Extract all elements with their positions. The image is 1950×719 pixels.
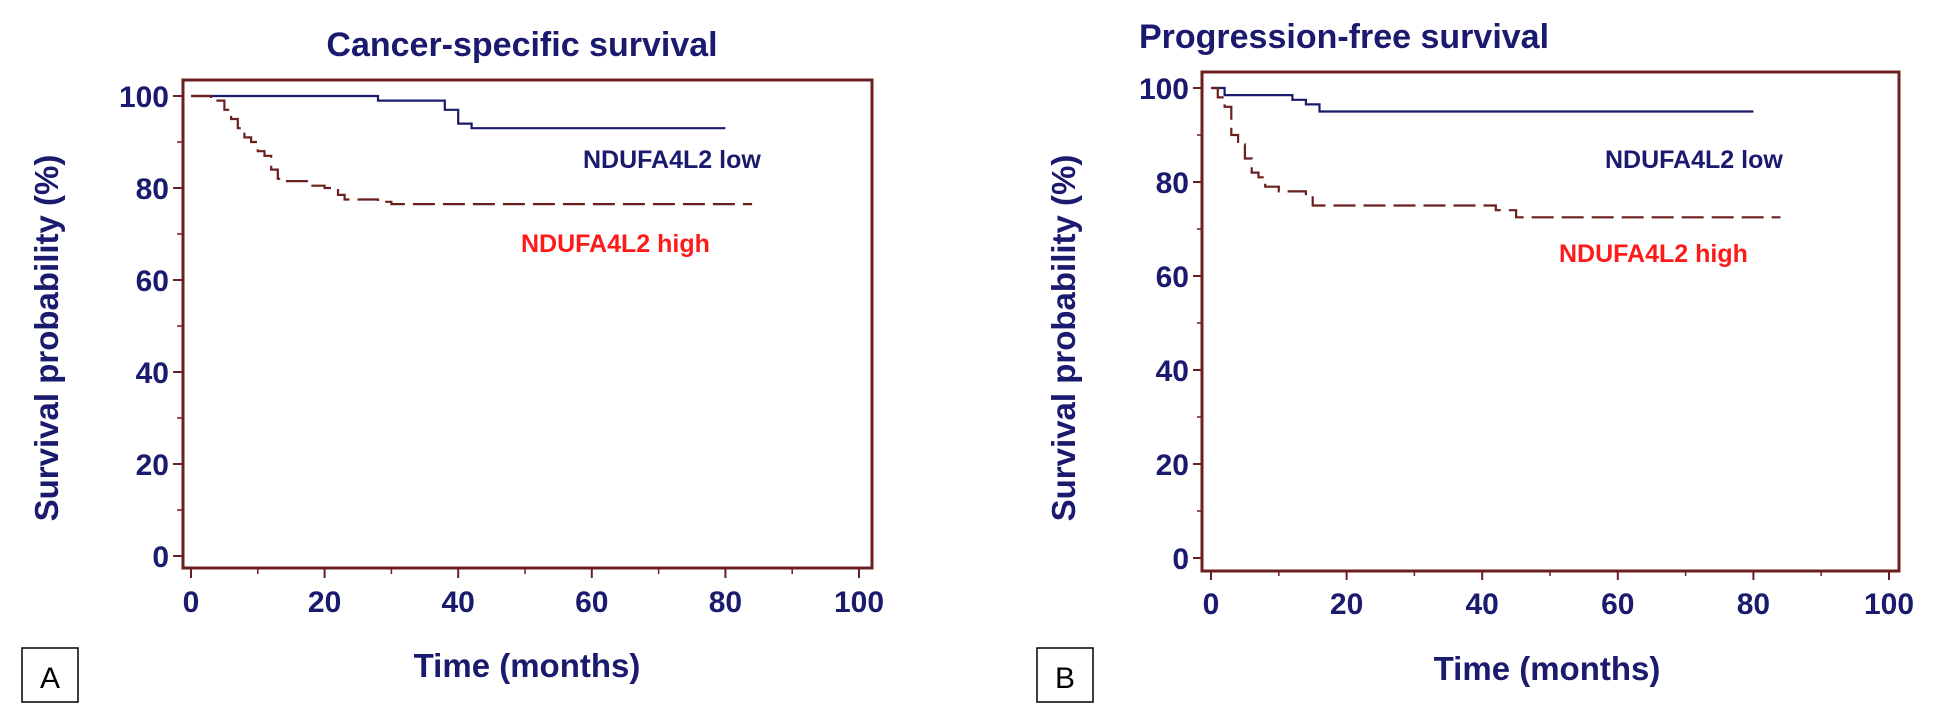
- panel-b-y-ticks: 0 20 40 60 80 100: [1139, 73, 1203, 576]
- panel-a-title: Cancer-specific survival: [326, 26, 717, 64]
- panel-b-title: Progression-free survival: [1139, 18, 1549, 56]
- x-tick-label: 80: [709, 586, 742, 619]
- x-tick-label: 0: [183, 586, 200, 619]
- panel-b-x-axis-title: Time (months): [1434, 650, 1661, 687]
- panel-b-low-label: NDUFA4L2 low: [1605, 146, 1783, 174]
- panel-a-y-axis-title: Survival probability (%): [28, 155, 65, 522]
- x-tick-label: 20: [1330, 588, 1363, 621]
- x-tick-label: 40: [442, 586, 475, 619]
- panel-b-plot-frame: [1200, 70, 1901, 573]
- panel-a-high-label: NDUFA4L2 high: [521, 230, 710, 258]
- panel-b: Progression-free survival 0 20 40 60 80 100 0…: [1036, 18, 1914, 703]
- panel-b-letter-box: [1036, 647, 1094, 703]
- panel-a-low-label: NDUFA4L2 low: [583, 146, 761, 174]
- panel-b-series-layer: [1211, 86, 1781, 219]
- panel-a-x-ticks: 0 20 40 60 80 100: [183, 568, 884, 619]
- high-series-line: [1211, 86, 1781, 219]
- low-series-line: [1211, 86, 1754, 113]
- panel-b-x-ticks: 0 20 40 60 80 100: [1203, 570, 1914, 621]
- y-tick-label: 20: [136, 449, 169, 482]
- y-tick-label: 80: [136, 173, 169, 206]
- x-tick-label: 40: [1466, 588, 1499, 621]
- panel-a-letter-box: [21, 647, 79, 703]
- y-tick-label: 60: [136, 265, 169, 298]
- x-tick-label: 0: [1203, 588, 1220, 621]
- panel-b-y-axis-title: Survival probability (%): [1045, 155, 1082, 522]
- y-tick-label: 60: [1156, 261, 1189, 294]
- panel-a-series-layer: [191, 94, 753, 206]
- panel-a-plot-frame: [181, 78, 874, 570]
- y-tick-label: 40: [136, 357, 169, 390]
- x-tick-label: 100: [1864, 588, 1914, 621]
- x-tick-label: 80: [1737, 588, 1770, 621]
- y-tick-label: 100: [1139, 73, 1189, 106]
- panel-a-x-axis-title: Time (months): [414, 647, 641, 684]
- x-tick-label: 20: [308, 586, 341, 619]
- x-tick-label: 100: [834, 586, 884, 619]
- y-tick-label: 20: [1156, 449, 1189, 482]
- y-tick-label: 40: [1156, 355, 1189, 388]
- low-series-line: [191, 94, 726, 130]
- panel-b-high-label: NDUFA4L2 high: [1559, 240, 1748, 268]
- panel-a-letter: A: [40, 662, 60, 695]
- panel-a-y-ticks: 0 20 40 60 80 100: [119, 81, 183, 574]
- x-tick-label: 60: [575, 586, 608, 619]
- y-tick-label: 100: [119, 81, 169, 114]
- high-series-line: [191, 94, 753, 206]
- y-tick-label: 0: [152, 541, 169, 574]
- panel-a: Cancer-specific survival 0 20 40 60 80 100 0 2…: [21, 26, 884, 703]
- panel-b-letter: B: [1055, 662, 1075, 695]
- y-tick-label: 0: [1172, 543, 1189, 576]
- x-tick-label: 60: [1601, 588, 1634, 621]
- y-tick-label: 80: [1156, 167, 1189, 200]
